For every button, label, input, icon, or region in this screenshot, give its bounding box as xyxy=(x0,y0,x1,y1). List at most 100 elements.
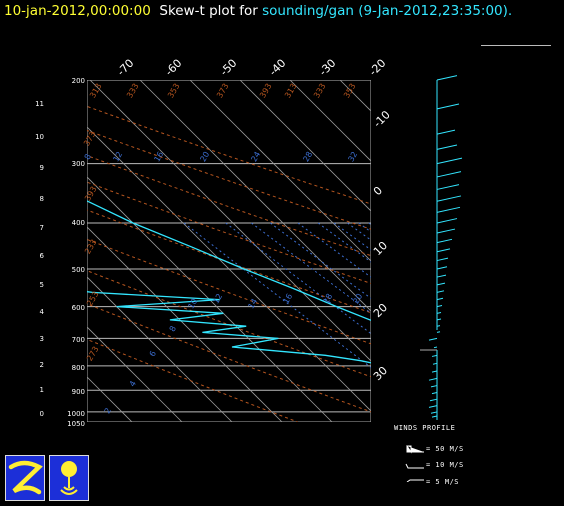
wind-barb xyxy=(436,195,462,202)
mixing-ratio-line xyxy=(368,222,371,226)
temp-side-label: -10 xyxy=(371,108,393,130)
isotherm-line xyxy=(0,80,32,422)
mixing-ratio-line xyxy=(317,222,371,263)
wind-barb xyxy=(436,157,463,165)
mixing-ratio-label: 20 xyxy=(351,292,364,305)
wind-barb xyxy=(436,304,443,308)
theta-label: 333 xyxy=(312,82,327,100)
dry-adiabat-line xyxy=(87,129,371,230)
dry-adiabat-line xyxy=(87,238,371,345)
pressure-label: 900 xyxy=(72,388,85,396)
temp-top-label: -60 xyxy=(163,57,185,79)
mixing-ratio-label: 8 xyxy=(168,324,178,333)
wind-barb xyxy=(431,415,438,418)
dry-adiabat-line xyxy=(87,338,298,422)
isotherm-line xyxy=(87,226,283,422)
mixing-ratio-label: 12 xyxy=(111,150,124,163)
temp-top-label: -70 xyxy=(115,57,137,79)
height-label: 2 xyxy=(40,361,44,369)
wind-barb xyxy=(436,218,458,224)
dry-adiabat-line xyxy=(87,105,371,205)
wind-barb xyxy=(431,391,438,395)
mixing-ratio-label: 6 xyxy=(148,349,158,358)
winds-profile-title: WINDS PROFILE xyxy=(394,424,456,432)
wind-barb xyxy=(436,248,451,253)
wind-barb xyxy=(436,129,456,135)
theta-label: 373 xyxy=(82,130,97,148)
mixing-ratio-label: 2 xyxy=(103,406,113,415)
theta-label: 333 xyxy=(125,82,140,100)
height-label: 6 xyxy=(40,252,45,260)
mixing-ratio-label: 28 xyxy=(301,150,314,163)
wind-barb xyxy=(436,184,460,190)
isotherm-line xyxy=(87,326,183,422)
height-label: 1 xyxy=(40,386,44,394)
wind-barb xyxy=(428,405,438,408)
theta-label: 313 xyxy=(283,82,298,100)
height-label: 10 xyxy=(35,133,44,141)
temp-side-label: 20 xyxy=(371,301,390,320)
dry-adiabat-line xyxy=(87,270,371,378)
height-label: 3 xyxy=(40,335,44,343)
mixing-ratio-label: 16 xyxy=(281,292,294,305)
wind-barb xyxy=(433,346,438,349)
height-label: 9 xyxy=(40,164,44,172)
wind-barb xyxy=(436,274,447,278)
mixing-ratio-label: 4 xyxy=(128,379,138,388)
wind-barb xyxy=(436,103,460,110)
height-label: 0 xyxy=(40,410,44,418)
page-title: 10-jan-2012,00:00:00 Skew-t plot for sou… xyxy=(4,3,512,19)
wind-barb xyxy=(428,377,438,381)
temp-side-label: 0 xyxy=(371,184,385,198)
mixing-ratio-label: 18 xyxy=(321,292,334,305)
mixing-ratio-line xyxy=(358,222,371,233)
theta-label: 233 xyxy=(83,238,98,256)
title-sounding: sounding/gan (9-Jan-2012,23:35:00). xyxy=(262,3,513,19)
divider-line xyxy=(481,45,551,46)
mixing-ratio-line xyxy=(333,222,371,251)
legend-50: = 50 M/S xyxy=(426,445,464,453)
pressure-label: 500 xyxy=(72,266,85,274)
wind-barb xyxy=(429,398,438,402)
mixing-ratio-line xyxy=(183,222,371,369)
mixing-ratio-label: 32 xyxy=(346,150,359,163)
wind-barb xyxy=(436,318,442,321)
legend-5: = 5 M/S xyxy=(426,478,460,486)
title-prefix: Skew-t plot for xyxy=(159,3,258,19)
temperature-trace xyxy=(87,200,371,321)
pressure-label: 400 xyxy=(72,219,85,227)
title-date: 10-jan-2012,00:00:00 xyxy=(4,3,151,19)
wind-barb xyxy=(436,311,442,314)
isotherm-line xyxy=(189,80,371,262)
wind-barb xyxy=(431,354,438,357)
wind-barb xyxy=(436,297,444,301)
height-label: 11 xyxy=(35,100,44,108)
dry-adiabat-line xyxy=(87,155,371,257)
theta-label: 373 xyxy=(215,82,230,100)
mixing-ratio-line xyxy=(251,222,371,314)
z-logo-icon[interactable] xyxy=(5,455,45,501)
height-label: 4 xyxy=(40,308,45,316)
wind-barb xyxy=(436,325,441,327)
theta-label: 393 xyxy=(258,82,273,100)
pressure-label: 600 xyxy=(72,304,85,312)
mixing-ratio-label: 24 xyxy=(249,150,262,163)
height-label: 7 xyxy=(40,224,44,232)
balloon-logo-icon[interactable] xyxy=(49,455,89,501)
height-label: 5 xyxy=(40,281,44,289)
temp-top-label: -30 xyxy=(317,57,339,79)
wind-barb xyxy=(431,370,438,373)
temp-top-label: -50 xyxy=(218,57,240,79)
pressure-label: 300 xyxy=(72,160,85,168)
isotherm-line xyxy=(87,376,133,422)
wind-barb xyxy=(430,385,438,388)
wind-barb xyxy=(430,411,438,414)
pressure-label: 1000 xyxy=(67,410,85,418)
wind-barb xyxy=(436,206,461,213)
wind-barb xyxy=(436,171,462,178)
mixing-ratio-label: 10 xyxy=(186,297,199,310)
mixing-ratio-label: 14 xyxy=(246,297,259,310)
pressure-label: 200 xyxy=(72,77,85,85)
wind-barb xyxy=(436,238,453,244)
plot-frame xyxy=(87,80,371,422)
